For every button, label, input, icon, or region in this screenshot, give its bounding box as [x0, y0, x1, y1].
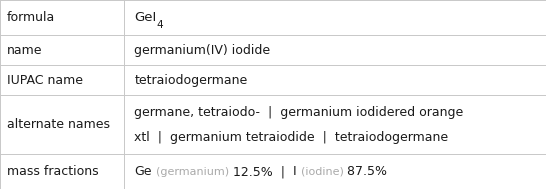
Text: germanium(IV) iodide: germanium(IV) iodide [134, 44, 270, 57]
Text: 87.5%: 87.5% [343, 165, 388, 178]
Text: (iodine): (iodine) [300, 167, 343, 177]
Text: name: name [7, 44, 42, 57]
Text: GeI: GeI [134, 11, 157, 24]
Text: I: I [293, 165, 296, 178]
Text: xtl  |  germanium tetraiodide  |  tetraiodogermane: xtl | germanium tetraiodide | tetraiodog… [134, 131, 448, 143]
Text: formula: formula [7, 11, 55, 24]
Text: 4: 4 [157, 20, 163, 30]
Text: IUPAC name: IUPAC name [7, 74, 82, 87]
Text: tetraiodogermane: tetraiodogermane [134, 74, 247, 87]
Text: germane, tetraiodo-  |  germanium iodidered orange: germane, tetraiodo- | germanium iodidere… [134, 106, 464, 119]
Text: 12.5%  |: 12.5% | [229, 165, 293, 178]
Text: (germanium): (germanium) [156, 167, 229, 177]
Text: mass fractions: mass fractions [7, 165, 98, 178]
Text: alternate names: alternate names [7, 118, 110, 131]
Text: Ge: Ge [134, 165, 152, 178]
